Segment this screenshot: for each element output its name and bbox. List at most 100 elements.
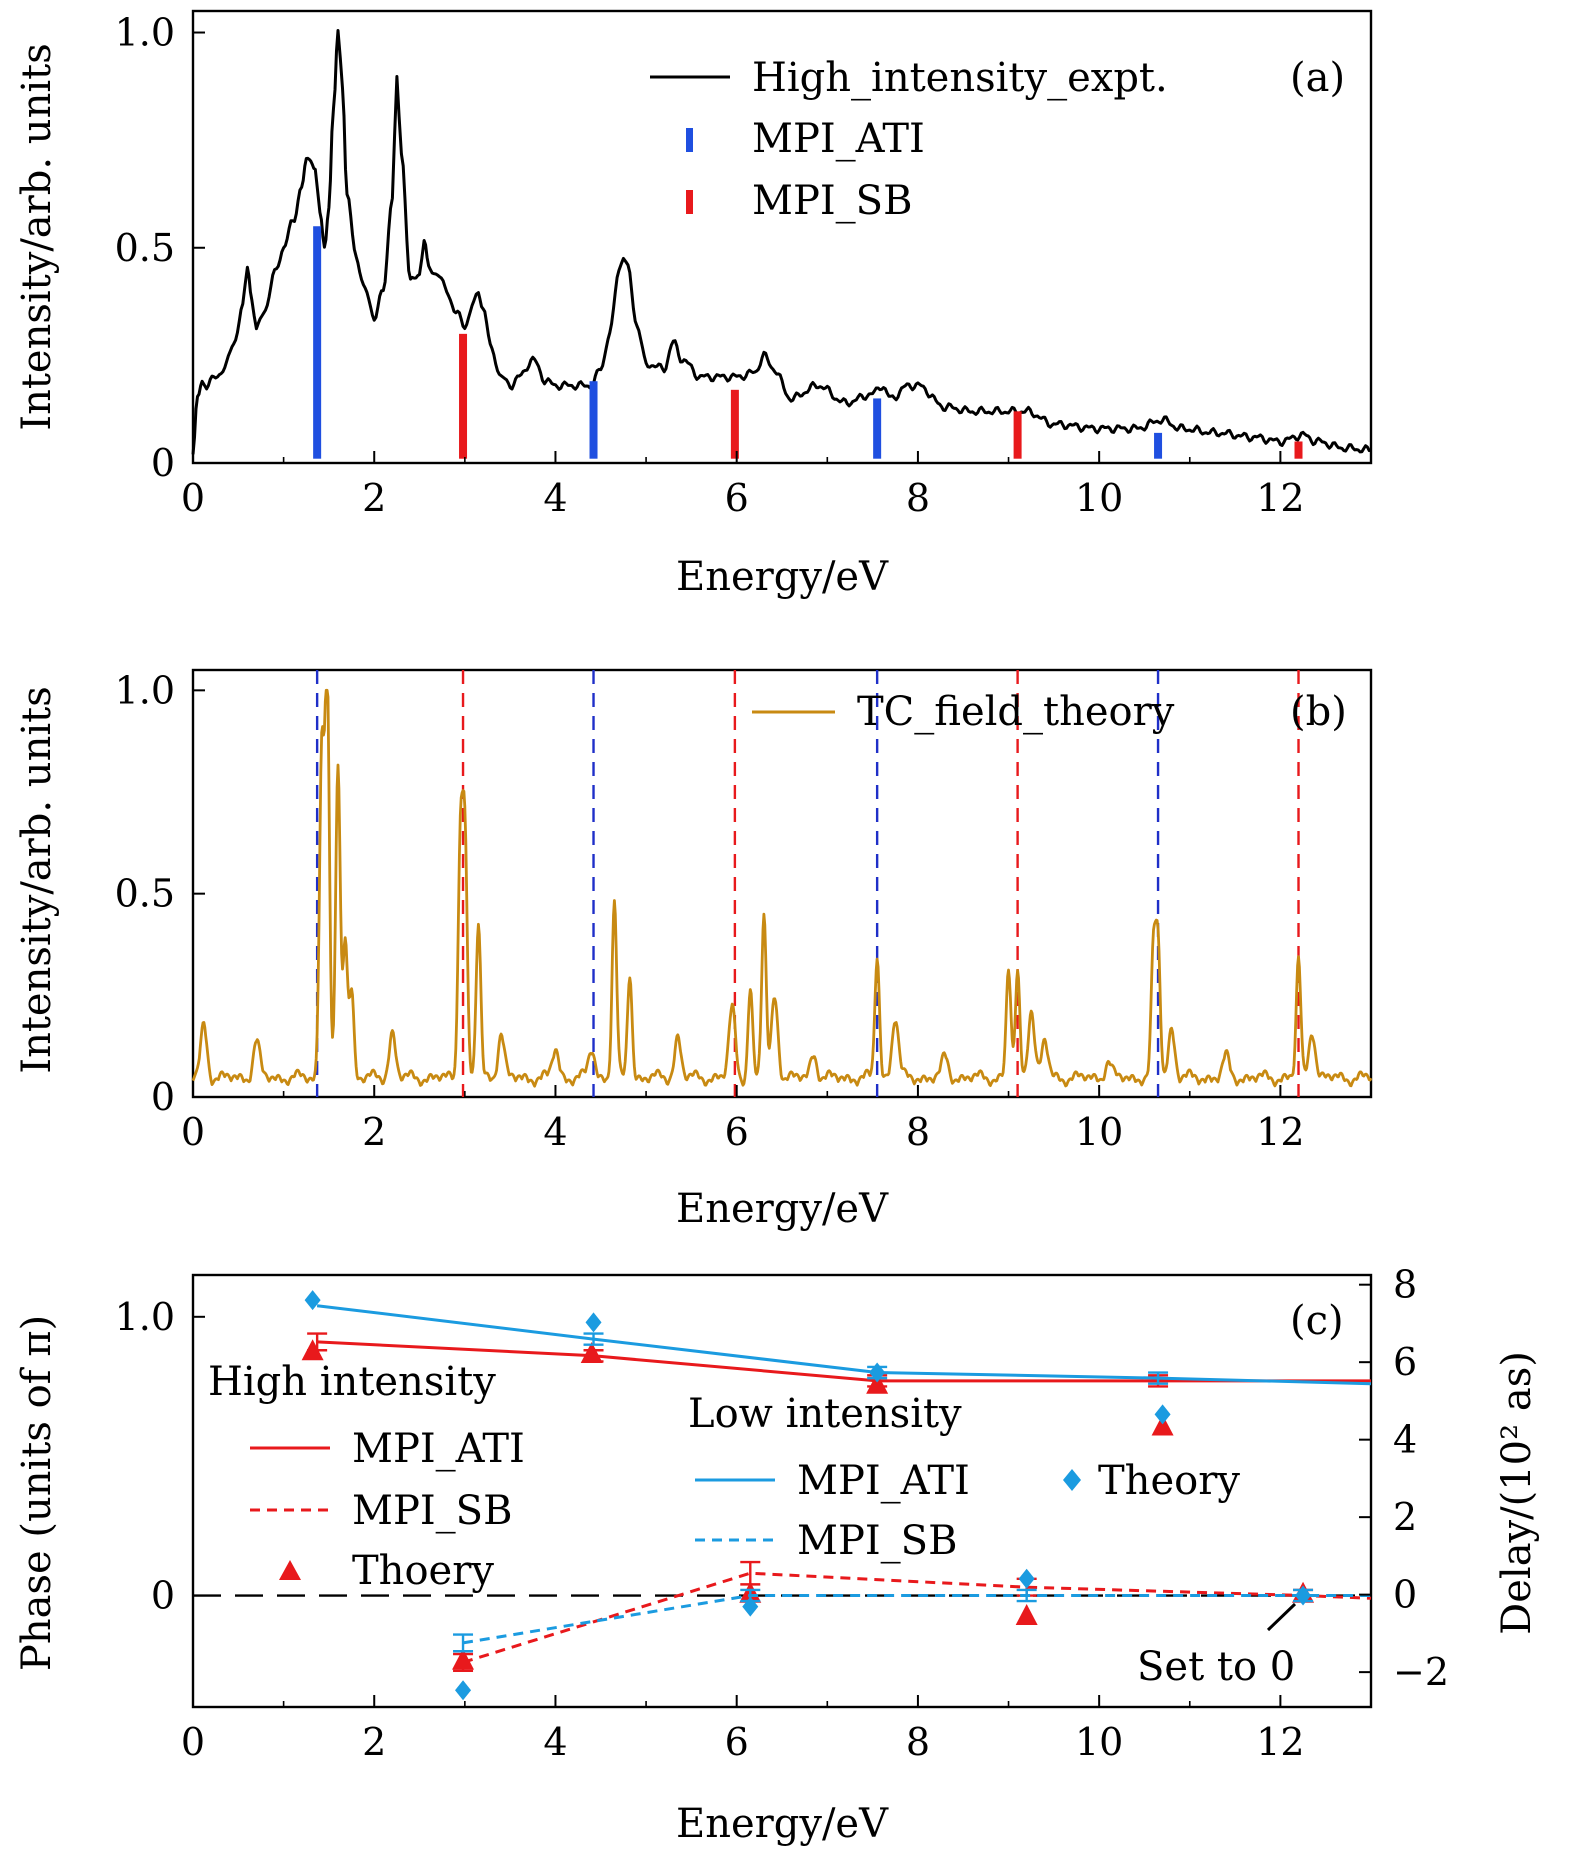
theory-triangle-marker (1015, 1604, 1038, 1626)
panel-a-xtick-label: 6 (725, 476, 749, 520)
panel-a-plot (191, 29, 1372, 459)
panel-b-xtick-label: 12 (1256, 1110, 1304, 1154)
panel-b-xtick-label: 8 (906, 1110, 930, 1154)
panel-c-xtick-label: 12 (1256, 1720, 1304, 1764)
legend-label-tc: TC_field_theory (857, 689, 1175, 735)
panel-c-yticks-right: −2 0 2 4 6 8 (1359, 1263, 1449, 1694)
mpi-sb-stick (1294, 441, 1303, 459)
legend-label-ati: MPI_ATI (752, 116, 925, 162)
panel-c-tag: (c) (1290, 1298, 1344, 1344)
panel-b-legend: TC_field_theory (752, 689, 1175, 735)
panel-c-legend-high: High intensity MPI_ATI MPI_SB Thoery (208, 1359, 525, 1594)
panel-c-frame (191, 1273, 1373, 1709)
legend-low-sb-label: MPI_SB (797, 1518, 957, 1564)
theory-diamond-marker (1154, 1404, 1171, 1425)
theory-triangle-marker (452, 1648, 475, 1670)
theory-diamond-marker (585, 1312, 602, 1333)
panel-a-xtick-label: 0 (181, 476, 205, 520)
panel-b-ytick-label: 0 (151, 1075, 175, 1119)
panel-a-ytick-label: 1.0 (115, 11, 175, 55)
theory-diamond-marker (1295, 1585, 1312, 1606)
panel-c-ytick-label: 1.0 (115, 1295, 175, 1339)
legend-low-title: Low intensity (688, 1391, 962, 1437)
panel-c-xtick-label: 6 (725, 1720, 749, 1764)
theory-triangle-marker (866, 1372, 889, 1394)
panel-c-xtick-label: 4 (543, 1720, 567, 1764)
panel-a-xtick-label: 2 (362, 476, 386, 520)
series-line-4 (462, 1594, 1371, 1645)
annotation-text: Set to 0 (1137, 1644, 1295, 1690)
panel-c-ylabel-right: Delay/(10² as) (1494, 1351, 1540, 1635)
panel-b-xlabel: Energy/eV (676, 1186, 889, 1232)
panel-a-xtick-label: 4 (543, 476, 567, 520)
panel-b: 0 2 4 6 8 10 12 0 0.5 1.0 Energy/eV Intensity/ar… (14, 668, 1373, 1232)
series-line-1 (462, 1571, 1372, 1664)
mpi-ati-stick (589, 381, 598, 459)
panel-c-ytick-label: 4 (1393, 1418, 1417, 1462)
panel-c-legend-low: Low intensity MPI_ATI Theory MPI_SB (688, 1391, 1240, 1564)
legend-label-expt: High_intensity_expt. (752, 55, 1168, 101)
panel-a-ytick-label: 0 (151, 441, 175, 485)
panel-b-xtick-label: 0 (181, 1110, 205, 1154)
panel-c-xlabel: Energy/eV (676, 1801, 889, 1847)
legend-swatch-sb (686, 190, 693, 214)
theory-triangle-marker (301, 1339, 324, 1361)
legend-high-theory-marker (279, 1560, 301, 1580)
mpi-ati-stick (313, 226, 322, 459)
panel-a-frame (191, 9, 1373, 465)
panel-c-xtick-label: 2 (362, 1720, 386, 1764)
panel-b-ytick-label: 0.5 (115, 872, 175, 916)
panel-c-annotation: Set to 0 (1137, 1602, 1297, 1690)
mpi-ati-stick (873, 398, 882, 459)
panel-b-plot (191, 688, 1373, 1088)
panel-a-tag: (a) (1290, 55, 1345, 101)
mpi-sb-stick (1013, 411, 1022, 459)
expt-spectrum-line (191, 29, 1372, 455)
legend-high-title: High intensity (208, 1359, 496, 1405)
panel-b-ylabel: Intensity/arb. units (14, 686, 60, 1073)
panel-b-xtick-label: 10 (1075, 1110, 1123, 1154)
panel-c-plot (193, 1290, 1372, 1701)
panel-c-ytick-label: 0 (1393, 1573, 1417, 1617)
legend-swatch-ati (686, 128, 693, 152)
panel-a-xtick-label: 12 (1256, 476, 1304, 520)
legend-low-theory-label: Theory (1098, 1458, 1240, 1504)
panel-c-ylabel: Phase (units of π) (14, 1315, 60, 1671)
tc-theory-line (191, 688, 1373, 1088)
theory-triangle-marker (580, 1342, 603, 1364)
mpi-sb-stick (459, 333, 468, 459)
mpi-sb-stick (730, 389, 739, 459)
panel-b-xtick-label: 2 (362, 1110, 386, 1154)
panel-a: 0 2 4 6 8 10 12 0 0.5 1.0 Energy/eV Intensity/ar… (14, 9, 1373, 600)
legend-low-theory-marker (1063, 1469, 1081, 1491)
panel-c-xtick-label: 10 (1075, 1720, 1123, 1764)
mpi-ati-stick (1154, 432, 1163, 459)
theory-diamond-marker (1018, 1568, 1035, 1589)
theory-diamond-marker (869, 1362, 886, 1383)
legend-label-sb: MPI_SB (752, 178, 912, 224)
panel-c-xtick-label: 0 (181, 1720, 205, 1764)
legend-high-theory-label: Thoery (352, 1548, 494, 1594)
panel-b-xtick-label: 6 (725, 1110, 749, 1154)
annotation-pointer (1266, 1602, 1297, 1632)
panel-b-xticks: 0 2 4 6 8 10 12 (181, 1085, 1305, 1154)
panel-b-ytick-label: 1.0 (115, 668, 175, 712)
panel-c-ytick-label: 6 (1393, 1340, 1417, 1384)
panel-c-ytick-label: −2 (1393, 1650, 1449, 1694)
panel-a-ylabel: Intensity/arb. units (14, 43, 60, 430)
panel-a-xtick-label: 8 (906, 476, 930, 520)
theory-diamond-marker (742, 1596, 759, 1617)
panel-c-ytick-label: 0 (151, 1574, 175, 1618)
panel-a-yticks: 0 0.5 1.0 (115, 11, 205, 485)
legend-low-ati-label: MPI_ATI (797, 1458, 970, 1504)
panel-c-xtick-label: 8 (906, 1720, 930, 1764)
panel-b-xtick-label: 4 (543, 1110, 567, 1154)
panel-c-yticks: 01.0 (115, 1295, 205, 1618)
legend-high-sb-label: MPI_SB (352, 1488, 512, 1534)
panel-a-xlabel: Energy/eV (676, 554, 889, 600)
panel-c-ytick-label: 2 (1393, 1495, 1417, 1539)
panel-c-ytick-label: 8 (1393, 1263, 1417, 1307)
theory-diamond-marker (304, 1290, 321, 1311)
